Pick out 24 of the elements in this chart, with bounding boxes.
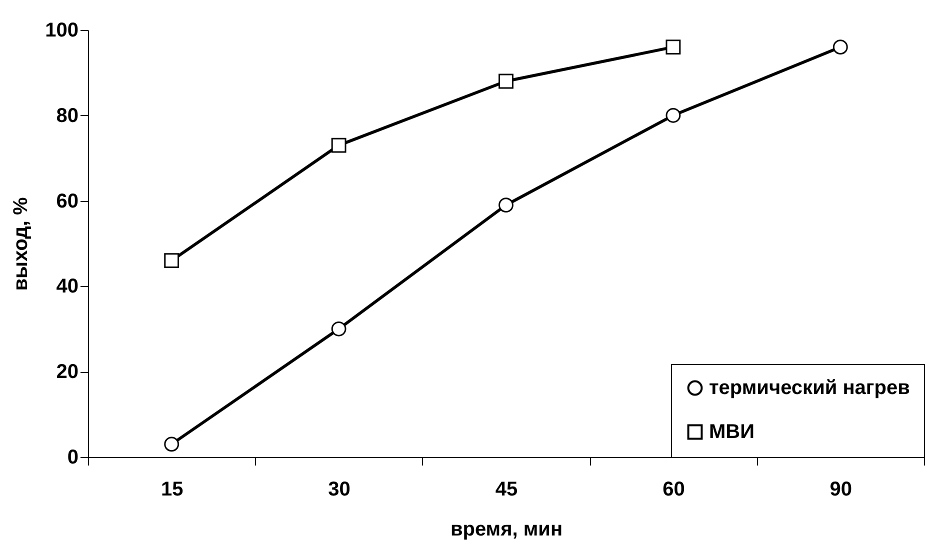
y-tick-label: 100 [45,20,78,42]
legend-label: МВИ [709,421,754,443]
x-tick-label: 45 [495,478,518,500]
x-tick-label: 90 [830,478,852,500]
point [331,138,346,153]
x-tick-label: 60 [662,478,685,500]
point [164,436,180,452]
point [666,40,681,55]
y-tick-label: 80 [56,104,78,127]
y-axis-title: выход, % [10,197,32,291]
y-tick-label: 0 [67,446,78,468]
x-tick-label: 30 [328,478,350,500]
point [331,321,346,336]
point [498,74,514,89]
point [666,108,681,123]
y-tick-label: 40 [56,276,78,298]
point [164,253,180,268]
legend-label: термический нагрев [709,377,910,399]
y-tick-label: 20 [56,361,78,384]
x-axis-title: время, мин [450,518,563,540]
y-tick-label: 60 [56,190,78,212]
x-tick-label: 15 [160,478,184,500]
point [498,198,514,213]
point [832,40,848,55]
